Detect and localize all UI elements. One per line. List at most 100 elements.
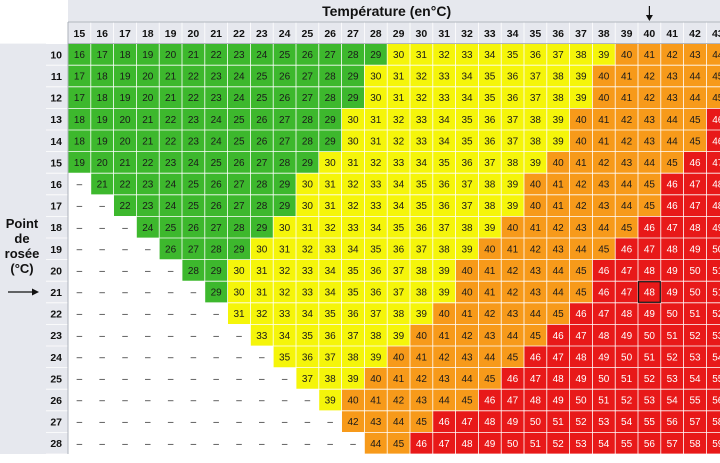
heat-cell [569, 238, 593, 260]
heat-cell [182, 389, 205, 411]
heat-cell [660, 86, 684, 109]
heat-cell [660, 367, 684, 390]
heat-cell [455, 151, 479, 174]
cell-value-label: 34 [302, 309, 314, 320]
heat-cell [501, 65, 524, 87]
cell-value-label: 26 [165, 244, 177, 255]
cell-value-label: 53 [598, 417, 610, 428]
cell-value-label: 40 [553, 158, 565, 169]
cell-value-label: 24 [142, 223, 154, 234]
heat-cell [113, 86, 137, 109]
heat-cell [569, 389, 593, 411]
cell-value-label: 52 [712, 309, 720, 320]
cell-value-label: 33 [302, 266, 314, 277]
heat-cell [501, 324, 524, 346]
empty-cell-label: – [145, 396, 151, 407]
heat-cell [341, 173, 365, 195]
heat-cell [273, 281, 296, 303]
heat-cell [387, 281, 410, 303]
cell-value-label: 44 [667, 115, 679, 126]
heat-cell [90, 324, 114, 346]
cell-value-label: 40 [439, 309, 451, 320]
empty-cell-label: – [282, 396, 288, 407]
heat-cell [204, 151, 228, 174]
heat-cell [546, 151, 570, 174]
cell-value-label: 41 [598, 136, 610, 147]
cell-value-label: 31 [393, 93, 405, 104]
heat-cell [546, 324, 570, 346]
heat-cell [410, 151, 433, 174]
heat-cell [638, 346, 661, 368]
heat-cell [227, 130, 251, 152]
heat-cell [455, 367, 479, 390]
empty-cell-label: – [168, 266, 174, 277]
empty-cell-label: – [259, 439, 265, 450]
heat-cell [638, 173, 661, 195]
cell-value-label: 30 [233, 266, 245, 277]
heat-cell [569, 130, 593, 152]
cell-value-label: 36 [461, 158, 473, 169]
cell-value-label: 28 [302, 136, 314, 147]
column-header: 33 [484, 28, 496, 40]
heat-cell [615, 238, 638, 260]
cell-value-label: 40 [484, 244, 496, 255]
heat-cell [159, 194, 182, 217]
heat-cell [113, 410, 137, 433]
heat-cell [318, 65, 342, 87]
heat-cell [182, 367, 205, 390]
heat-cell [706, 302, 720, 325]
cell-value-label: 43 [689, 50, 701, 61]
heat-cell [273, 324, 296, 346]
cell-value-label: 50 [575, 396, 587, 407]
heat-cell [204, 389, 228, 411]
heat-cell [68, 302, 91, 325]
cell-value-label: 46 [712, 136, 720, 147]
cell-value-label: 39 [393, 331, 405, 342]
column-header: 39 [621, 28, 633, 40]
heat-cell [341, 194, 365, 217]
heat-cell [318, 108, 342, 130]
cell-value-label: 36 [302, 352, 314, 363]
row-header: 14 [50, 136, 62, 148]
cell-value-label: 29 [302, 158, 314, 169]
heat-cell [660, 173, 684, 195]
heat-cell [227, 324, 251, 346]
heat-cell [90, 302, 114, 325]
empty-cell-label: – [168, 417, 174, 428]
cell-value-label: 42 [575, 180, 587, 191]
heat-cell [569, 86, 593, 109]
cell-value-label: 42 [667, 50, 679, 61]
heat-cell [341, 410, 365, 433]
cell-value-label: 40 [575, 115, 587, 126]
heat-cell [455, 410, 479, 433]
heat-cell [113, 151, 137, 174]
cell-value-label: 50 [667, 309, 679, 320]
cell-value-label: 27 [233, 201, 245, 212]
cell-value-label: 43 [644, 136, 656, 147]
heat-cell [546, 410, 570, 433]
heat-cell [68, 389, 91, 411]
cell-value-label: 40 [530, 180, 542, 191]
empty-cell-label: – [122, 288, 128, 299]
heat-cell [227, 302, 251, 325]
cell-value-label: 31 [416, 50, 428, 61]
heat-cell [410, 302, 433, 325]
heat-cell [341, 130, 365, 152]
cell-value-label: 24 [256, 50, 268, 61]
heat-cell [387, 259, 410, 282]
cell-value-label: 39 [553, 136, 565, 147]
column-header: 20 [188, 28, 200, 40]
heat-cell [683, 151, 707, 174]
heat-cell [569, 151, 593, 174]
cell-value-label: 46 [644, 223, 656, 234]
cell-value-label: 39 [439, 288, 451, 299]
cell-value-label: 59 [712, 439, 720, 450]
heat-cell [592, 151, 616, 174]
heat-cell [546, 367, 570, 390]
empty-cell-label: – [99, 266, 105, 277]
heat-cell [569, 346, 593, 368]
column-header: 32 [461, 28, 473, 40]
cell-value-label: 26 [256, 136, 268, 147]
heat-cell [182, 259, 205, 282]
cell-value-label: 38 [439, 244, 451, 255]
